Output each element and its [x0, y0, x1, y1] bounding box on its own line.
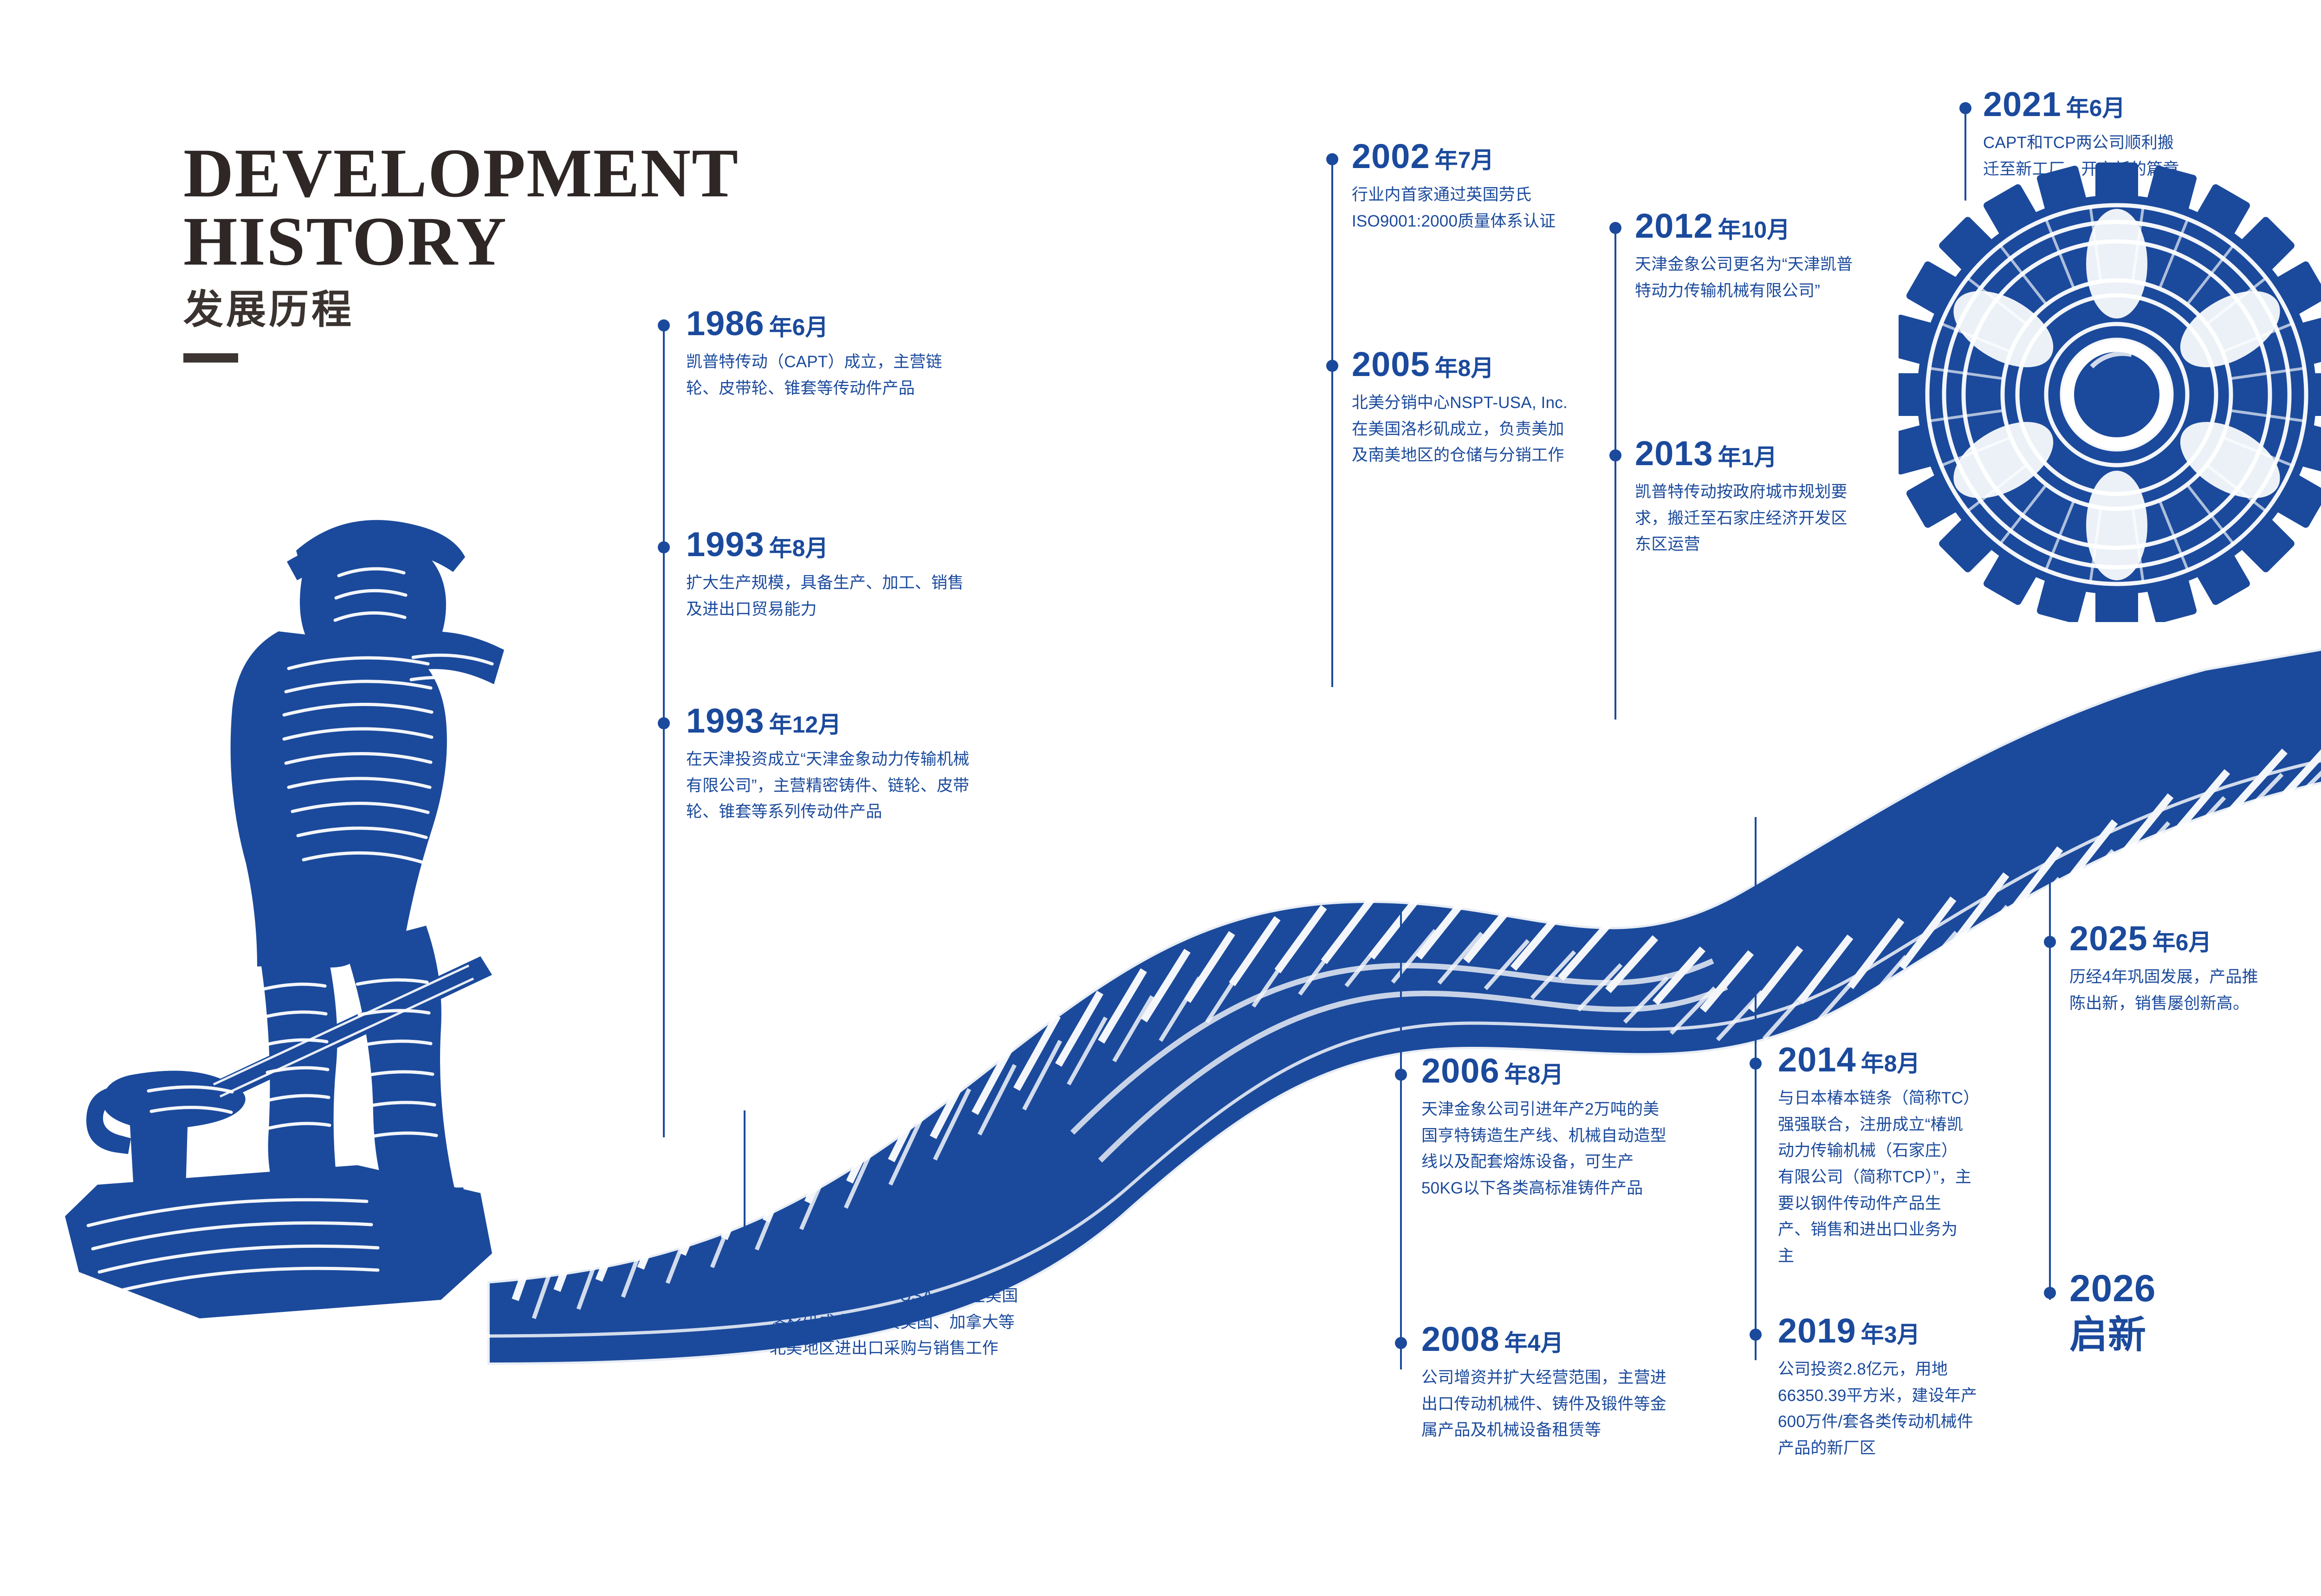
timeline-year-1993-12: 1993 年12月	[686, 701, 842, 740]
timeline-entry-2019-03[interactable]: 2019 年3月 公司投资2.8亿元，用地66350.39平方米，建设年产600万…	[1778, 1314, 1977, 1462]
connector-line-2012-2013	[1614, 227, 1616, 720]
timeline-dot-1999-07	[739, 1253, 751, 1265]
timeline-entry-2002-07[interactable]: 2002 年7月 行业内首家通过英国劳氏ISO9001:2000质量体系认证	[1352, 139, 1575, 234]
timeline-body-2006-08: 天津金象公司引进年产2万吨的美国亨特铸造生产线、机械自动造型线以及配套熔炼设备，…	[1421, 1100, 1667, 1198]
timeline-entry-2006-08[interactable]: 2006 年8月 天津金象公司引进年产2万吨的美国亨特铸造生产线、机械自动造型线以…	[1421, 1054, 1672, 1202]
timeline-entry-1986-06[interactable]: 1986 年6月 凯普特传动（CAPT）成立，主营链轮、皮带轮、锥套等传动件产品	[686, 306, 969, 402]
timeline-dot-1993-08	[658, 541, 670, 553]
connector-line-1999	[744, 1110, 746, 1259]
connector-line-2014-2019	[1755, 817, 1757, 1360]
timeline-year-1999-07: 1999 年7月	[770, 1238, 912, 1277]
timeline-body-2008-04: 公司增资并扩大经营范围，主营进出口传动机械件、铸件及锻件等金属产品及机械设备租赁…	[1421, 1369, 1667, 1440]
timeline-year-2012-10: 2012 年10月	[1635, 207, 1790, 245]
timeline-year-2021-06: 2021 年6月	[1983, 85, 2126, 123]
timeline-year-2014-08: 2014 年8月	[1778, 1040, 1920, 1079]
timeline-year-2002-07: 2002 年7月	[1352, 137, 1494, 175]
page-title: DEVELOPMENT HISTORY 发展历程	[183, 135, 833, 363]
timeline-dot-2008-04	[1395, 1337, 1407, 1349]
timeline-entry-2025-06[interactable]: 2025 年6月 历经4年巩固发展，产品推陈出新，销售屡创新高。	[2069, 921, 2274, 1017]
timeline-year-2006-08: 2006 年8月	[1421, 1051, 1564, 1090]
timeline-entry-2008-04[interactable]: 2008 年4月 公司增资并扩大经营范围，主营进出口传动机械件、铸件及锻件等金属产…	[1421, 1322, 1672, 1444]
timeline-year-2005-08: 2005 年8月	[1352, 345, 1494, 383]
timeline-entry-2014-08[interactable]: 2014 年8月 与日本椿本链条（简称TC）强强联合，注册成立“椿凯动力传输机械（…	[1778, 1043, 1973, 1270]
timeline-body-1999-07: 北美总代理CAPT-USA, Inc.在美国洛杉矶成立，负责美国、加拿大等北美地…	[770, 1287, 1018, 1358]
timeline-dot-2026	[2044, 1287, 2056, 1299]
timeline-dot-2021-06	[1959, 102, 1971, 114]
timeline-body-2005-08: 北美分销中心NSPT-USA, Inc.在美国洛杉矶成立，负责美加及南美地区的仓…	[1352, 394, 1568, 465]
timeline-entry-2013-01[interactable]: 2013 年1月 凯普特传动按政府城市规划要求，搬迁至石家庄经济开发区东区运营	[1635, 436, 1858, 558]
title-line-2: HISTORY	[183, 203, 507, 280]
timeline-body-2025-06: 历经4年巩固发展，产品推陈出新，销售屡创新高。	[2069, 968, 2258, 1012]
timeline-dot-2014-08	[1750, 1058, 1762, 1070]
timeline-dot-1993-12	[658, 717, 670, 729]
timeline-body-2014-08: 与日本椿本链条（简称TC）强强联合，注册成立“椿凯动力传输机械（石家庄）有限公司…	[1778, 1089, 1971, 1265]
timeline-entry-1999-07[interactable]: 1999 年7月 北美总代理CAPT-USA, Inc.在美国洛杉矶成立，负责美国…	[770, 1240, 1030, 1362]
timeline-entry-1993-12[interactable]: 1993 年12月 在天津投资成立“天津金象动力传输机械有限公司”，主营精密铸件、…	[686, 704, 974, 825]
timeline-year-2025-06: 2025 年6月	[2069, 919, 2212, 958]
timeline-dot-2013-01	[1609, 449, 1621, 461]
timeline-body-2012-10: 天津金象公司更名为“天津凯普特动力传输机械有限公司”	[1635, 255, 1853, 300]
connector-line-left-column	[663, 325, 665, 1137]
timeline-body-2021-06: CAPT和TCP两公司顺利搬迁至新工厂，开启新的篇章	[1983, 134, 2179, 178]
gear-wheel-illustration	[1899, 153, 2321, 622]
timeline-year-2008-04: 2008 年4月	[1421, 1320, 1564, 1358]
title-line-1: DEVELOPMENT	[183, 135, 739, 212]
timeline-dot-2006-08	[1395, 1069, 1407, 1081]
connector-line-2002-2005	[1331, 158, 1333, 687]
timeline-dot-2002-07	[1326, 153, 1338, 165]
timeline-year-2013-01: 2013 年1月	[1635, 434, 1777, 473]
connector-line-2021	[1964, 108, 1966, 201]
foundry-worker-illustration	[60, 483, 506, 1328]
timeline-year-2026: 2026	[2069, 1267, 2156, 1310]
timeline-entry-1993-08[interactable]: 1993 年8月 扩大生产规模，具备生产、加工、销售及进出口贸易能力	[686, 527, 969, 623]
timeline-body-1986-06: 凯普特传动（CAPT）成立，主营链轮、皮带轮、锥套等传动件产品	[686, 353, 942, 397]
timeline-body-2019-03: 公司投资2.8亿元，用地66350.39平方米，建设年产600万件/套各类传动机…	[1778, 1360, 1977, 1458]
timeline-body-2026: 启新	[2069, 1314, 2147, 1356]
timeline-body-2002-07: 行业内首家通过英国劳氏ISO9001:2000质量体系认证	[1352, 186, 1556, 230]
timeline-year-1986-06: 1986 年6月	[686, 304, 829, 343]
timeline-dot-2019-03	[1750, 1329, 1762, 1341]
timeline-dot-1986-06	[658, 319, 670, 331]
timeline-entry-2021-06[interactable]: 2021 年6月 CAPT和TCP两公司顺利搬迁至新工厂，开启新的篇章	[1983, 87, 2187, 182]
timeline-year-1993-08: 1993 年8月	[686, 525, 829, 564]
timeline-dot-2012-10	[1609, 222, 1621, 234]
title-subtitle-cn: 发展历程	[183, 287, 354, 332]
title-underline-rule	[183, 353, 238, 363]
timing-belt-illustration	[487, 641, 2321, 1365]
timeline-dot-2025-06	[2044, 936, 2056, 948]
timeline-entry-2026[interactable]: 2026 启新	[2069, 1270, 2274, 1362]
connector-line-2006-2008	[1400, 905, 1402, 1369]
timeline-entry-2005-08[interactable]: 2005 年8月 北美分销中心NSPT-USA, Inc.在美国洛杉矶成立，负责美…	[1352, 347, 1579, 469]
timeline-body-1993-08: 扩大生产规模，具备生产、加工、销售及进出口贸易能力	[686, 574, 964, 618]
timeline-year-2019-03: 2019 年3月	[1778, 1311, 1920, 1350]
timeline-dot-2005-08	[1326, 360, 1338, 372]
connector-line-2025-2026	[2049, 873, 2051, 1300]
timeline-body-2013-01: 凯普特传动按政府城市规划要求，搬迁至石家庄经济开发区东区运营	[1635, 483, 1848, 554]
timeline-body-1993-12: 在天津投资成立“天津金象动力传输机械有限公司”，主营精密铸件、链轮、皮带轮、锥套…	[686, 750, 970, 821]
timeline-entry-2012-10[interactable]: 2012 年10月 天津金象公司更名为“天津凯普特动力传输机械有限公司”	[1635, 209, 1858, 304]
